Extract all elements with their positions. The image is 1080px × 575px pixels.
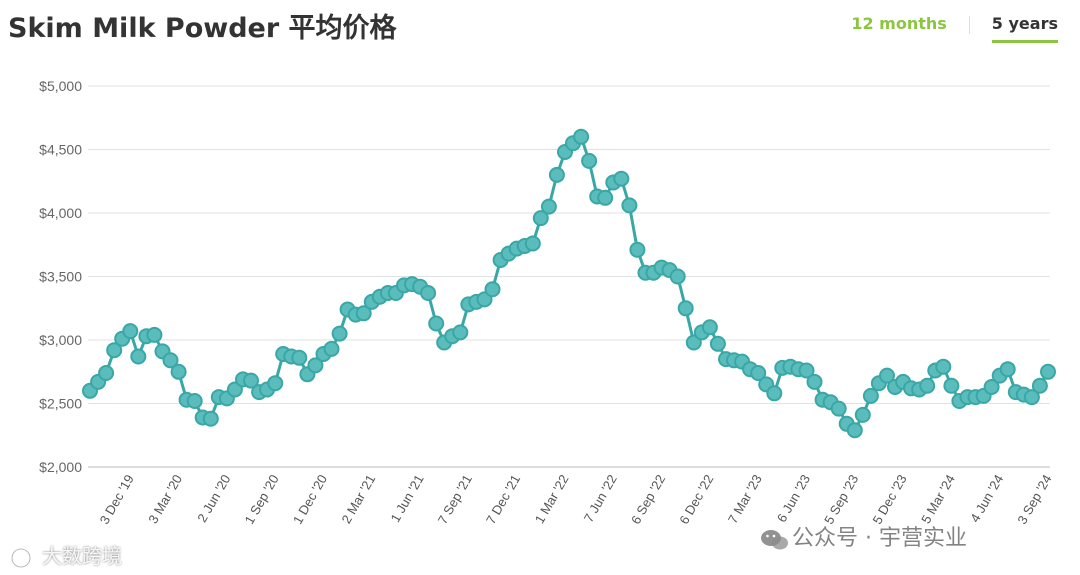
data-point[interactable] bbox=[1023, 389, 1040, 406]
x-tick-label: 1 Dec '20 bbox=[290, 472, 330, 527]
y-tick-label: $3,000 bbox=[39, 332, 82, 348]
data-point[interactable] bbox=[524, 235, 541, 252]
x-tick-label: 5 Dec '23 bbox=[869, 472, 909, 527]
data-point[interactable] bbox=[532, 210, 549, 227]
data-point[interactable] bbox=[243, 372, 259, 389]
data-point[interactable] bbox=[484, 281, 501, 298]
data-point[interactable] bbox=[202, 410, 219, 427]
x-tick-label: 1 Mar '22 bbox=[532, 472, 572, 526]
x-tick-label: 7 Jun '22 bbox=[581, 472, 620, 525]
page-title: Skim Milk Powder 平均价格 bbox=[8, 13, 397, 44]
tab-5-years[interactable]: 5 years bbox=[991, 14, 1058, 43]
x-tick-label: 7 Mar '23 bbox=[725, 472, 765, 526]
data-points bbox=[82, 128, 1056, 439]
y-tick-label: $4,500 bbox=[39, 142, 82, 158]
brand-logo-icon bbox=[10, 547, 36, 569]
data-point[interactable] bbox=[186, 393, 203, 409]
x-tick-label: 3 Mar '20 bbox=[145, 472, 185, 526]
data-point[interactable] bbox=[983, 379, 1000, 395]
data-point[interactable] bbox=[581, 152, 598, 169]
x-tick-label: 6 Sep '22 bbox=[628, 472, 668, 527]
data-point[interactable] bbox=[621, 197, 638, 214]
tab-12-months[interactable]: 12 months bbox=[851, 14, 947, 33]
data-point[interactable] bbox=[999, 361, 1016, 378]
x-tick-label: 7 Sep '21 bbox=[435, 472, 475, 527]
x-tick-label: 2 Jun '20 bbox=[194, 472, 233, 525]
x-tick-label: 5 Sep '23 bbox=[821, 472, 861, 527]
wechat-icon bbox=[760, 528, 788, 550]
y-tick-label: $5,000 bbox=[39, 78, 82, 94]
x-tick-label: 3 Dec '19 bbox=[97, 472, 137, 527]
data-point[interactable] bbox=[106, 342, 123, 359]
data-point[interactable] bbox=[879, 367, 895, 384]
data-point[interactable] bbox=[130, 348, 147, 365]
x-tick-label: 2 Mar '21 bbox=[338, 472, 378, 526]
data-point[interactable] bbox=[1040, 363, 1056, 380]
x-tick-label: 1 Jun '21 bbox=[387, 472, 426, 525]
watermark-right-text: 公众号 · 宇营实业 bbox=[792, 526, 967, 551]
x-tick-label: 7 Dec '21 bbox=[483, 472, 523, 527]
x-tick-label: 6 Jun '23 bbox=[774, 472, 813, 525]
watermark-logo-left: 大数跨境 bbox=[10, 540, 122, 569]
data-point[interactable] bbox=[170, 363, 187, 380]
data-point[interactable] bbox=[806, 373, 823, 390]
data-point[interactable] bbox=[613, 170, 630, 187]
data-point[interactable] bbox=[750, 365, 767, 381]
data-point[interactable] bbox=[476, 291, 493, 308]
data-point[interactable] bbox=[428, 315, 445, 332]
x-axis: 3 Dec '19 3 Mar '20 2 Jun '20 1 Sep '20 1 De… bbox=[97, 472, 1055, 527]
data-point[interactable] bbox=[226, 381, 243, 398]
time-range-tabs: 12 months 5 years bbox=[851, 14, 1058, 43]
data-point[interactable] bbox=[766, 385, 783, 402]
watermark-logo-right: 公众号 · 宇营实业 bbox=[760, 520, 967, 552]
data-point[interactable] bbox=[709, 335, 726, 352]
data-point[interactable] bbox=[830, 400, 847, 417]
data-point[interactable] bbox=[548, 166, 565, 183]
data-point[interactable] bbox=[291, 349, 308, 366]
data-point[interactable] bbox=[98, 365, 115, 381]
data-point[interactable] bbox=[122, 323, 139, 340]
data-point[interactable] bbox=[935, 358, 952, 375]
data-point[interactable] bbox=[1031, 377, 1048, 394]
x-tick-label: 4 Jun '24 bbox=[967, 472, 1006, 525]
data-point[interactable] bbox=[846, 422, 863, 439]
data-point[interactable] bbox=[331, 325, 348, 342]
data-point[interactable] bbox=[420, 285, 437, 301]
y-tick-label: $3,500 bbox=[39, 269, 82, 285]
data-point[interactable] bbox=[629, 241, 646, 258]
x-tick-label: 5 Mar '24 bbox=[918, 472, 958, 526]
data-point[interactable] bbox=[919, 377, 936, 394]
data-point[interactable] bbox=[307, 357, 324, 374]
y-tick-label: $2,500 bbox=[39, 396, 82, 412]
data-point[interactable] bbox=[597, 189, 614, 206]
data-point[interactable] bbox=[943, 377, 960, 394]
y-tick-label: $2,000 bbox=[39, 459, 82, 475]
y-axis: $2,000 $2,500 $3,000 $3,500 $4,000 $4,500 $5,0… bbox=[39, 78, 82, 475]
data-point[interactable] bbox=[862, 387, 879, 404]
data-point[interactable] bbox=[854, 406, 871, 423]
y-tick-label: $4,000 bbox=[39, 205, 82, 221]
data-point[interactable] bbox=[540, 198, 557, 215]
x-tick-label: 6 Dec '22 bbox=[676, 472, 716, 527]
data-point[interactable] bbox=[146, 326, 163, 343]
data-point[interactable] bbox=[323, 340, 340, 357]
data-point[interactable] bbox=[677, 300, 694, 317]
data-point[interactable] bbox=[162, 352, 179, 369]
data-point[interactable] bbox=[267, 375, 284, 392]
data-point[interactable] bbox=[573, 128, 590, 145]
data-point[interactable] bbox=[798, 362, 815, 379]
tab-divider bbox=[968, 16, 970, 34]
data-point[interactable] bbox=[355, 305, 372, 322]
watermark-left-text: 大数跨境 bbox=[42, 544, 122, 568]
data-point[interactable] bbox=[669, 268, 686, 285]
x-tick-label: 1 Sep '20 bbox=[242, 472, 282, 527]
data-point[interactable] bbox=[701, 319, 718, 336]
x-tick-label: 3 Sep '24 bbox=[1014, 472, 1054, 527]
data-point[interactable] bbox=[452, 324, 469, 341]
